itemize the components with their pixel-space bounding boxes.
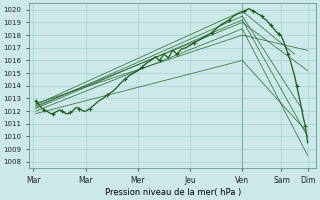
- X-axis label: Pression niveau de la mer( hPa ): Pression niveau de la mer( hPa ): [105, 188, 241, 197]
